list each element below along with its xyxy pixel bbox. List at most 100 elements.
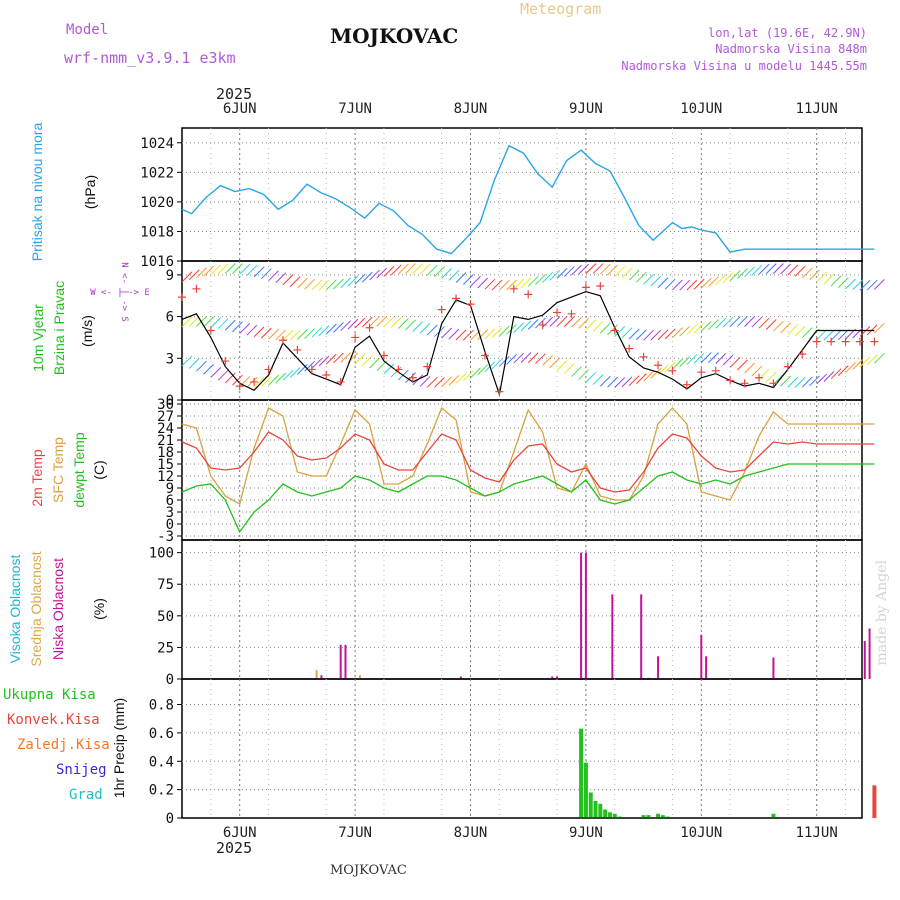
- wind-barb: [801, 267, 813, 279]
- wind-barb: [686, 279, 698, 291]
- wind-barb: [621, 327, 633, 339]
- wind-barb: [513, 278, 525, 290]
- wind-barb: [455, 272, 467, 283]
- wind-barb: [196, 267, 207, 279]
- wind-barb: [722, 316, 734, 328]
- wind-gust-marker: [827, 337, 836, 346]
- wind-barb: [405, 263, 416, 274]
- wind-gust-marker: [365, 323, 374, 332]
- wind-barb: [376, 267, 388, 279]
- pressure-title: Pritisak na nivou mora: [29, 123, 45, 262]
- wind-barb: [217, 263, 229, 275]
- wind-gust-marker: [697, 368, 706, 377]
- wind-barb: [729, 316, 741, 327]
- wind-barb: [801, 376, 813, 388]
- wind-barb: [333, 278, 344, 290]
- precip-bar: [603, 809, 608, 818]
- cloud-bar: [657, 656, 660, 679]
- wind-barb: [333, 352, 344, 364]
- wind-barb: [275, 272, 287, 284]
- wind-barb: [268, 374, 279, 386]
- wind-barb: [527, 275, 539, 287]
- cloud-bar: [551, 676, 554, 679]
- wind-barb: [859, 326, 871, 337]
- wind-barb: [354, 273, 366, 285]
- wind-barb: [289, 276, 301, 287]
- precip-unit: 1hr Precip (mm): [111, 698, 127, 798]
- wind-gust-marker: [538, 320, 547, 329]
- wind-gust-marker: [452, 294, 461, 303]
- y-tick-label: 1020: [140, 195, 174, 211]
- wind-barb: [866, 354, 878, 366]
- wind-barb: [232, 321, 243, 333]
- wind-gust-marker: [553, 308, 562, 317]
- wind-barb: [794, 377, 806, 388]
- wind-barb: [275, 329, 287, 341]
- wind-barb: [636, 373, 647, 385]
- wind-gust-marker: [625, 344, 634, 353]
- wind-barb: [549, 357, 561, 369]
- wind-gust-marker: [654, 361, 663, 370]
- wind-barb: [859, 356, 871, 368]
- wind-barb: [426, 324, 438, 336]
- wind-barb: [708, 352, 719, 363]
- wind-barb: [491, 358, 503, 370]
- wind-barb: [823, 273, 835, 285]
- wind-barb: [708, 276, 719, 287]
- pressure-unit: (hPa): [82, 175, 98, 209]
- cloud-bar: [339, 644, 342, 679]
- sfc-temp-line: [181, 406, 875, 505]
- wind-barb: [217, 318, 229, 330]
- wind-barb: [390, 264, 402, 276]
- wind-title-2: Brzina i Pravac: [51, 281, 67, 375]
- wind-barb: [737, 359, 748, 371]
- wind-barb: [679, 279, 691, 291]
- wind-barb: [643, 329, 654, 341]
- temp-unit: (C): [91, 460, 107, 479]
- precip-bar: [646, 815, 651, 818]
- wind-gust-marker: [567, 309, 576, 318]
- wind-barb: [318, 355, 330, 367]
- wind-gust-marker: [351, 333, 360, 342]
- wind-speed-line: [181, 290, 875, 397]
- precip-bar: [771, 813, 776, 818]
- wind-gust-marker: [610, 326, 619, 335]
- precip-bar: [588, 792, 593, 818]
- wind-barb: [744, 266, 755, 278]
- precip-bar: [612, 813, 617, 818]
- altitude-label: Nadmorska Visina 848m: [715, 42, 867, 56]
- wind-barb: [426, 376, 438, 388]
- panel-1: 1016 1018 1020 1022 1024: [140, 127, 875, 270]
- wind-gust-marker: [740, 379, 749, 388]
- wind-barb: [527, 352, 539, 364]
- wind-barb: [311, 326, 323, 338]
- wind-barb: [715, 274, 727, 286]
- cloud-bar: [584, 552, 587, 679]
- temp-dew-label: dewpt Temp: [71, 432, 87, 507]
- wind-gust-marker: [408, 373, 417, 382]
- wind-barb: [693, 278, 705, 290]
- wind-gust-marker: [466, 300, 475, 309]
- wind-barb: [441, 327, 453, 339]
- wind-barb: [571, 366, 582, 377]
- wind-barb: [477, 277, 489, 289]
- wind-gust-marker: [509, 284, 518, 293]
- y-tick-label: -3: [157, 529, 174, 545]
- wind-barb: [874, 279, 885, 290]
- x-day-label-top: 7JUN: [338, 101, 372, 117]
- wind-gust-marker: [423, 362, 432, 371]
- wind-barb: [455, 372, 467, 384]
- lonlat-label: lon,lat (19.6E, 42.9N): [708, 26, 867, 40]
- wind-gust-marker: [480, 351, 489, 360]
- panel-frame: [181, 678, 863, 819]
- wind-barb: [751, 316, 763, 328]
- wind-barb: [715, 317, 727, 329]
- precip-bar: [598, 803, 603, 818]
- wind-gust-marker: [682, 380, 691, 389]
- cloud-bar: [320, 675, 323, 679]
- precip-bar: [617, 816, 622, 818]
- wind-barb: [210, 317, 222, 328]
- wind-gust-marker: [250, 377, 259, 386]
- wind-barb: [196, 360, 207, 372]
- wind-gust-marker: [783, 362, 792, 371]
